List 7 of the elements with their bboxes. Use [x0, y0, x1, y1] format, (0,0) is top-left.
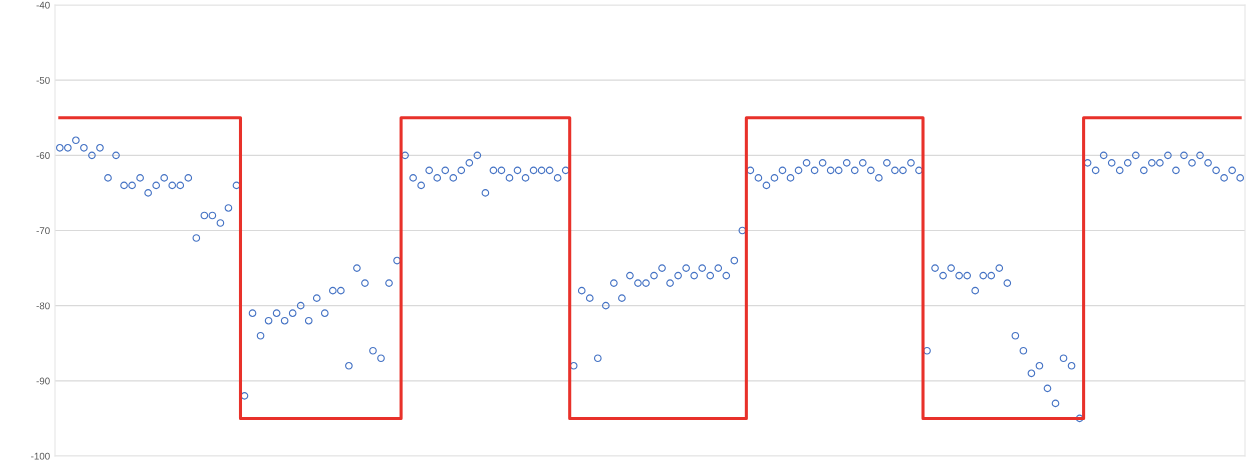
y-tick-label: -60	[36, 152, 50, 159]
y-tick-label: -90	[36, 377, 50, 385]
y-tick-label: -50	[36, 76, 50, 84]
y-tick-label: -80	[36, 302, 50, 310]
y-tick-label: -40	[36, 1, 50, 9]
y-tick-label: -70	[36, 227, 50, 235]
y-tick-label: -100	[31, 452, 50, 460]
